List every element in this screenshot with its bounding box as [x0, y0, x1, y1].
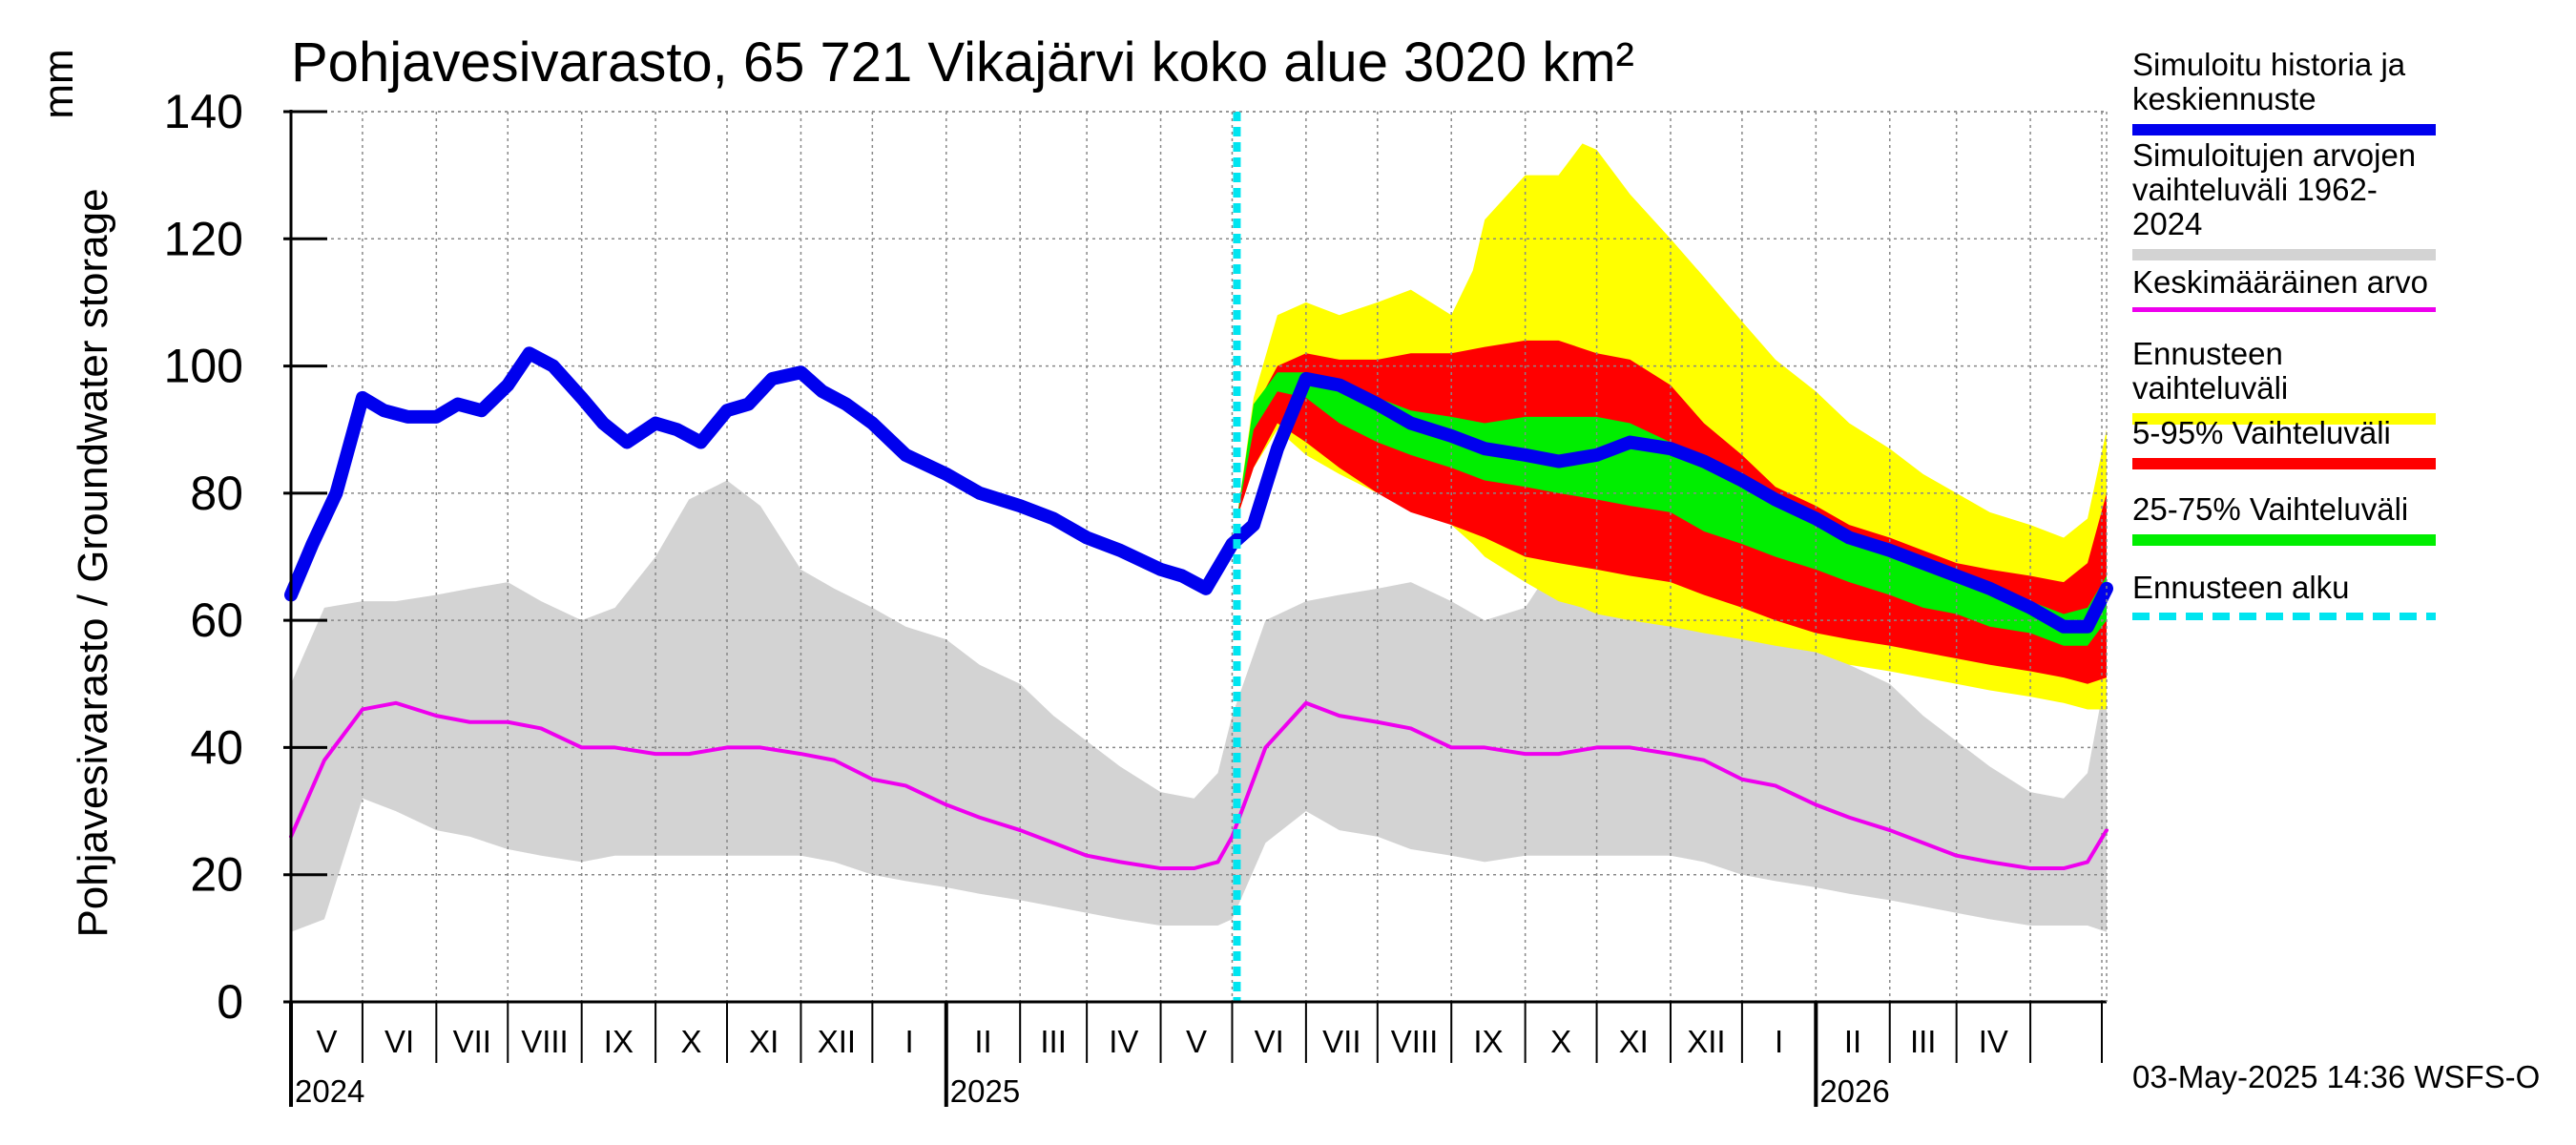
month-label-17: X	[1550, 1024, 1571, 1059]
series-keskim-r-inen-arvo	[289, 700, 2109, 871]
ytick-label-0: 0	[217, 975, 243, 1029]
month-label-6: XI	[749, 1024, 779, 1059]
legend-item-5-95-vaihteluv-li: 5-95% Vaihteluväli	[2132, 416, 2436, 469]
month-label-19: XII	[1687, 1024, 1725, 1059]
ytick-label-120: 120	[164, 212, 243, 265]
series-simuloitu-historia-ja-keskiennuste	[284, 346, 2113, 634]
legend-swatch	[2132, 124, 2436, 135]
month-label-18: XI	[1619, 1024, 1649, 1059]
legend-label: Keskimääräinen arvo	[2132, 264, 2428, 300]
month-label-14: VII	[1322, 1024, 1361, 1059]
ytick-label-140: 140	[164, 85, 243, 138]
month-label-12: V	[1186, 1024, 1207, 1059]
legend-label: Ennusteen vaihteluväli	[2132, 336, 2289, 406]
month-label-4: IX	[604, 1024, 634, 1059]
month-label-1: VI	[384, 1024, 414, 1059]
legend-item-ennusteen-alku: Ennusteen alku	[2132, 571, 2436, 620]
legend-swatch	[2132, 249, 2436, 260]
month-label-10: III	[1040, 1024, 1067, 1059]
month-label-5: X	[681, 1024, 702, 1059]
legend-item-simuloitujen-arvojen-vaihteluv-li-1962-2024: Simuloitujen arvojen vaihteluväli 1962-2…	[2132, 138, 2447, 260]
year-label-2024: 2024	[295, 1073, 364, 1109]
chart-title: Pohjavesivarasto, 65 721 Vikajärvi koko …	[291, 31, 1634, 94]
ytick-label-80: 80	[190, 467, 243, 520]
month-label-7: XII	[818, 1024, 856, 1059]
legend-swatch	[2132, 613, 2436, 620]
legend-item-ennusteen-vaihteluv-li: Ennusteen vaihteluväli	[2132, 337, 2447, 425]
legend-item-keskim-r-inen-arvo: Keskimääräinen arvo	[2132, 265, 2436, 312]
axes	[283, 110, 2108, 1107]
legend-swatch	[2132, 458, 2436, 469]
y-axis-unit: mm	[35, 49, 82, 119]
legend-label: Simuloitujen arvojen vaihteluväli 1962-2…	[2132, 137, 2417, 241]
month-label-15: VIII	[1391, 1024, 1439, 1059]
legend-label: 5-95% Vaihteluväli	[2132, 415, 2391, 450]
month-label-13: VI	[1255, 1024, 1284, 1059]
legend-item-simuloitu-historia-ja-keskiennuste: Simuloitu historia ja keskiennuste	[2132, 48, 2436, 135]
month-label-8: I	[904, 1024, 913, 1059]
legend-label: Simuloitu historia ja keskiennuste	[2132, 47, 2406, 116]
month-label-23: IV	[1979, 1024, 2008, 1059]
ytick-label-20: 20	[190, 848, 243, 902]
ytick-label-100: 100	[164, 340, 243, 393]
legend-label: 25-75% Vaihteluväli	[2132, 491, 2409, 527]
legend-swatch	[2132, 307, 2436, 312]
month-label-0: V	[316, 1024, 337, 1059]
month-label-20: I	[1775, 1024, 1783, 1059]
legend-swatch	[2132, 413, 2436, 425]
timestamp-footer: 03-May-2025 14:36 WSFS-O	[2132, 1059, 2541, 1094]
ytick-label-40: 40	[190, 720, 243, 774]
legend-swatch	[2132, 534, 2436, 546]
month-label-2: VII	[453, 1024, 491, 1059]
ytick-label-60: 60	[190, 593, 243, 647]
y-axis-label: Pohjavesivarasto / Groundwater storage	[70, 188, 116, 938]
month-label-16: IX	[1473, 1024, 1503, 1059]
month-label-21: II	[1844, 1024, 1861, 1059]
legend-label: Ennusteen alku	[2132, 570, 2350, 605]
legend-item-25-75-vaihteluv-li: 25-75% Vaihteluväli	[2132, 492, 2436, 546]
month-label-3: VIII	[521, 1024, 569, 1059]
month-label-22: III	[1910, 1024, 1937, 1059]
year-label-2025: 2025	[950, 1073, 1020, 1109]
series-lines	[284, 112, 2113, 1002]
month-label-9: II	[974, 1024, 991, 1059]
month-label-11: IV	[1109, 1024, 1138, 1059]
year-label-2026: 2026	[1819, 1073, 1889, 1109]
